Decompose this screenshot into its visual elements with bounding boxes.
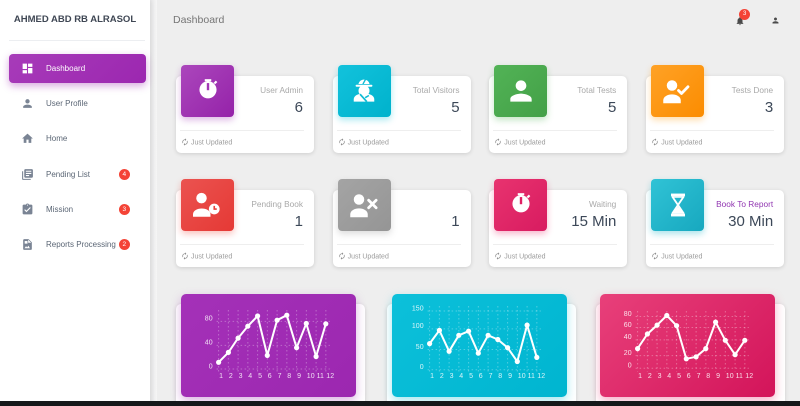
svg-text:12: 12	[745, 373, 753, 380]
svg-text:3: 3	[658, 373, 662, 380]
svg-text:8: 8	[706, 373, 710, 380]
svg-text:4: 4	[459, 373, 463, 380]
svg-text:0: 0	[628, 362, 632, 369]
svg-text:150: 150	[411, 305, 423, 312]
svg-text:5: 5	[469, 373, 473, 380]
svg-text:1: 1	[430, 373, 434, 380]
svg-text:40: 40	[624, 334, 632, 341]
svg-text:9: 9	[716, 373, 720, 380]
svg-text:10: 10	[517, 373, 525, 380]
svg-text:10: 10	[726, 373, 734, 380]
svg-text:4: 4	[248, 373, 252, 380]
svg-text:11: 11	[317, 373, 324, 380]
svg-text:11: 11	[527, 373, 534, 380]
svg-text:2: 2	[439, 373, 443, 380]
svg-text:3: 3	[449, 373, 453, 380]
svg-text:5: 5	[258, 373, 262, 380]
svg-text:12: 12	[537, 373, 545, 380]
svg-text:4: 4	[667, 373, 671, 380]
svg-text:5: 5	[677, 373, 681, 380]
svg-text:7: 7	[488, 373, 492, 380]
svg-text:3: 3	[239, 373, 243, 380]
svg-text:7: 7	[278, 373, 282, 380]
svg-text:10: 10	[307, 373, 315, 380]
svg-text:1: 1	[219, 373, 223, 380]
svg-text:9: 9	[508, 373, 512, 380]
svg-text:7: 7	[697, 373, 701, 380]
svg-text:9: 9	[297, 373, 301, 380]
svg-text:80: 80	[624, 310, 632, 317]
svg-text:12: 12	[326, 373, 334, 380]
svg-text:60: 60	[624, 321, 632, 328]
svg-text:40: 40	[205, 339, 213, 346]
svg-text:0: 0	[209, 363, 213, 370]
svg-text:6: 6	[478, 373, 482, 380]
svg-text:8: 8	[287, 373, 291, 380]
svg-text:6: 6	[268, 373, 272, 380]
svg-text:50: 50	[415, 343, 423, 350]
svg-text:0: 0	[419, 364, 423, 371]
svg-text:2: 2	[229, 373, 233, 380]
svg-text:100: 100	[411, 323, 423, 330]
svg-text:20: 20	[624, 349, 632, 356]
svg-text:80: 80	[205, 315, 213, 322]
svg-text:11: 11	[736, 373, 743, 380]
svg-text:6: 6	[687, 373, 691, 380]
svg-text:1: 1	[638, 373, 642, 380]
svg-text:8: 8	[498, 373, 502, 380]
svg-text:2: 2	[648, 373, 652, 380]
